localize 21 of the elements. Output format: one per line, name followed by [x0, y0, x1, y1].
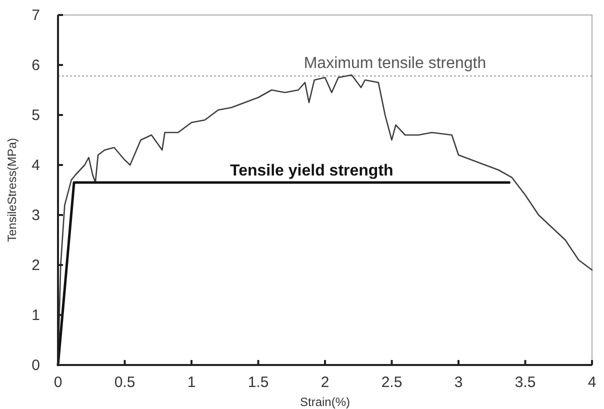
x-tick-label: 1.5	[248, 374, 269, 391]
x-tick-label: 2	[320, 374, 330, 391]
ref-line-label: Maximum tensile strength	[304, 55, 486, 72]
y-tick-label: 1	[32, 307, 40, 324]
y-tick-label: 4	[32, 157, 40, 174]
y-tick-label: 6	[32, 57, 40, 74]
x-tick-label: 2.5	[381, 374, 402, 391]
y-axis-title: TensileStress(MPa)	[5, 138, 19, 242]
x-tick-label: 3.5	[514, 374, 536, 391]
x-tick-label: 1	[187, 374, 196, 391]
y-tick-label: 2	[32, 257, 40, 274]
x-tick-label: 0.5	[114, 374, 136, 391]
y-tick-label: 3	[32, 207, 40, 224]
x-tick-label: 4	[588, 374, 596, 391]
x-tick-label: 3	[454, 374, 463, 391]
x-axis-title: Strain(%)	[300, 395, 350, 409]
x-tick-label: 0	[54, 374, 62, 391]
y-tick-label: 5	[32, 107, 40, 124]
y-tick-label: 0	[32, 357, 40, 374]
y-tick-label: 7	[32, 7, 40, 24]
annotation: Tensile yield strength	[230, 162, 394, 180]
